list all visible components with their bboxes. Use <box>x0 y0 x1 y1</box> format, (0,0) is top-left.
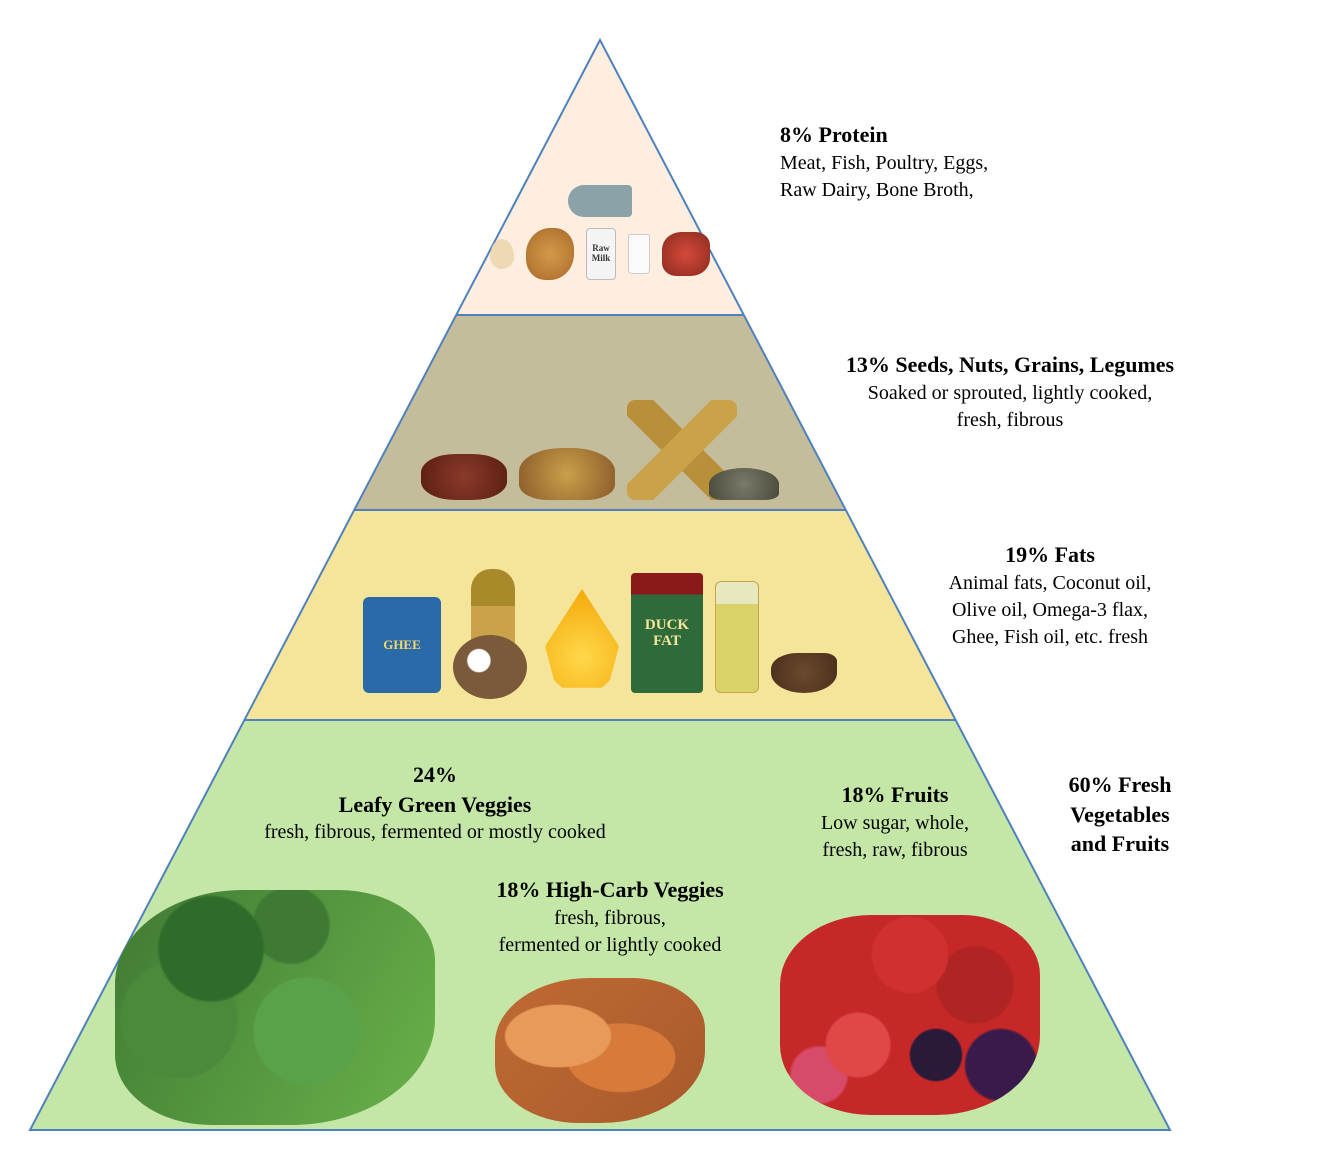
raw-milk-icon: Raw Milk <box>586 228 616 280</box>
broccoli-greens-icon <box>115 890 435 1125</box>
mixed-nuts-icon <box>519 448 615 500</box>
label-leafy-greens: 24% Leafy Green Veggies fresh, fibrous, … <box>230 760 640 846</box>
olive-oil-group <box>453 565 533 693</box>
high-carb-title: 18% High-Carb Veggies <box>460 875 760 905</box>
coconut-icon <box>453 635 527 699</box>
chia-seeds-icon <box>709 468 779 500</box>
leafy-greens-pct: 24% <box>230 760 640 790</box>
oil-bottle-icon <box>715 581 759 693</box>
high-carb-desc: fresh, fibrous, fermented or lightly coo… <box>460 905 760 959</box>
label-base-summary: 60% Fresh Vegetables and Fruits <box>1020 770 1220 859</box>
duck-fat-icon: DUCK FAT <box>631 573 703 693</box>
fish-icon <box>568 185 632 217</box>
base-summary-title: 60% Fresh Vegetables and Fruits <box>1020 770 1220 859</box>
tier-seeds-label: 13% Seeds, Nuts, Grains, Legumes Soaked … <box>810 350 1210 434</box>
oil-drop-icon <box>545 589 619 693</box>
egg-icon <box>490 239 514 269</box>
leafy-greens-title: Leafy Green Veggies <box>230 790 640 820</box>
ghee-tin-icon: GHEE <box>363 597 441 693</box>
tier-seeds-title: 13% Seeds, Nuts, Grains, Legumes <box>810 350 1210 380</box>
tier-protein-foods <box>472 185 728 217</box>
tier-fats-desc: Animal fats, Coconut oil, Olive oil, Ome… <box>900 570 1200 651</box>
label-fruits: 18% Fruits Low sugar, whole, fresh, raw,… <box>790 780 1000 864</box>
tier-fats-label: 19% Fats Animal fats, Coconut oil, Olive… <box>900 540 1200 651</box>
red-beans-icon <box>421 454 507 500</box>
tier-protein-foods-2: Raw Milk <box>458 228 742 280</box>
tier-seeds-desc: Soaked or sprouted, lightly cooked, fres… <box>810 380 1210 434</box>
fruits-title: 18% Fruits <box>790 780 1000 810</box>
tier-protein-label: 8% Protein Meat, Fish, Poultry, Eggs, Ra… <box>780 120 1140 204</box>
tier-fats-title: 19% Fats <box>900 540 1200 570</box>
chicken-icon <box>526 228 574 280</box>
label-high-carb-veggies: 18% High-Carb Veggies fresh, fibrous, fe… <box>460 875 760 959</box>
tier-fats-foods: GHEE DUCK FAT <box>280 565 920 693</box>
steak-icon <box>662 232 710 276</box>
food-pyramid-infographic: 8% Protein Meat, Fish, Poultry, Eggs, Ra… <box>20 20 1320 1146</box>
tier-protein-title: 8% Protein <box>780 120 1140 150</box>
tier-seeds-foods <box>375 400 825 500</box>
tier-protein-desc: Meat, Fish, Poultry, Eggs, Raw Dairy, Bo… <box>780 150 1140 204</box>
fruits-desc: Low sugar, whole, fresh, raw, fibrous <box>790 810 1000 864</box>
sweet-potato-icon <box>495 978 705 1123</box>
milk-glass-icon <box>628 234 650 274</box>
berries-icon <box>780 915 1040 1115</box>
leafy-greens-desc: fresh, fibrous, fermented or mostly cook… <box>230 819 640 846</box>
flax-scoop-icon <box>771 653 837 693</box>
